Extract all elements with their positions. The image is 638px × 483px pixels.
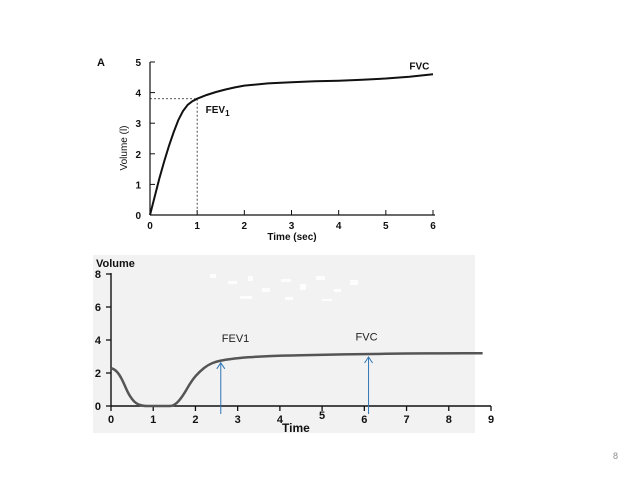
chart-b-y-ticks: 0 2 4 6 8 bbox=[95, 269, 111, 413]
y-tick-label: 6 bbox=[95, 302, 101, 314]
y-tick-label: 3 bbox=[135, 119, 141, 130]
y-tick-label: 0 bbox=[135, 211, 141, 222]
y-tick-label: 2 bbox=[135, 150, 141, 161]
fev1-annotation: FEV1 bbox=[206, 105, 230, 118]
chart-b-annotations: FEV1 FVC bbox=[216, 331, 378, 414]
x-tick-label: 0 bbox=[108, 414, 114, 426]
panel-label: A bbox=[97, 57, 105, 69]
chart-b-y-axis-label: Volume bbox=[96, 258, 135, 270]
x-tick-label: 1 bbox=[194, 221, 200, 232]
y-tick-label: 8 bbox=[95, 269, 101, 281]
chart-a: A 0 1 2 3 4 5 0 1 2 3 4 5 6 FEV1 FVC Volume (l) Tim… bbox=[97, 57, 436, 243]
x-tick-label: 4 bbox=[336, 221, 342, 232]
x-tick-label: 6 bbox=[430, 221, 436, 232]
chart-a-volume-curve bbox=[149, 73, 434, 216]
chart-a-x-axis-label: Time (sec) bbox=[267, 232, 316, 243]
x-tick-label: 9 bbox=[488, 414, 494, 426]
x-tick-label: 5 bbox=[319, 410, 325, 422]
y-tick-label: 4 bbox=[95, 335, 102, 347]
chart-a-y-ticks: 0 1 2 3 4 5 bbox=[135, 58, 155, 222]
x-tick-label: 2 bbox=[192, 414, 198, 426]
arrow-head bbox=[364, 356, 373, 364]
x-tick-label: 3 bbox=[235, 414, 241, 426]
chart-a-x-ticks: 0 1 2 3 4 5 6 bbox=[147, 210, 436, 232]
x-tick-label: 3 bbox=[289, 221, 295, 232]
arrow-head bbox=[216, 361, 226, 370]
chart-b-x-ticks: 0 1 2 3 4 5 6 7 8 9 bbox=[108, 406, 494, 426]
chart-b: Volume 0 2 4 6 8 0 1 2 3 4 5 6 7 8 9 FEV1 FVC Time bbox=[93, 255, 494, 435]
x-tick-label: 7 bbox=[403, 414, 409, 426]
y-tick-label: 1 bbox=[135, 180, 141, 191]
x-tick-label: 4 bbox=[277, 414, 284, 426]
x-tick-label: 1 bbox=[150, 414, 156, 426]
fev1-label: FEV1 bbox=[222, 333, 250, 345]
chart-b-background bbox=[93, 255, 475, 433]
y-tick-label: 5 bbox=[135, 58, 141, 69]
y-tick-label: 2 bbox=[95, 368, 101, 380]
fvc-label: FVC bbox=[356, 331, 378, 343]
y-tick-label: 4 bbox=[135, 89, 141, 100]
x-tick-label: 0 bbox=[147, 221, 153, 232]
x-tick-label: 5 bbox=[383, 221, 389, 232]
chart-b-x-axis-label: Time bbox=[282, 421, 310, 435]
x-tick-label: 6 bbox=[361, 414, 367, 426]
y-tick-label: 0 bbox=[95, 401, 101, 413]
chart-b-volume-curve bbox=[110, 351, 483, 408]
x-tick-label: 2 bbox=[242, 221, 248, 232]
x-tick-label: 8 bbox=[446, 414, 452, 426]
chart-a-y-axis-label: Volume (l) bbox=[119, 125, 130, 170]
fvc-annotation: FVC bbox=[409, 62, 429, 73]
chart-b-background-noise bbox=[210, 274, 358, 301]
page-number: 8 bbox=[612, 451, 618, 461]
